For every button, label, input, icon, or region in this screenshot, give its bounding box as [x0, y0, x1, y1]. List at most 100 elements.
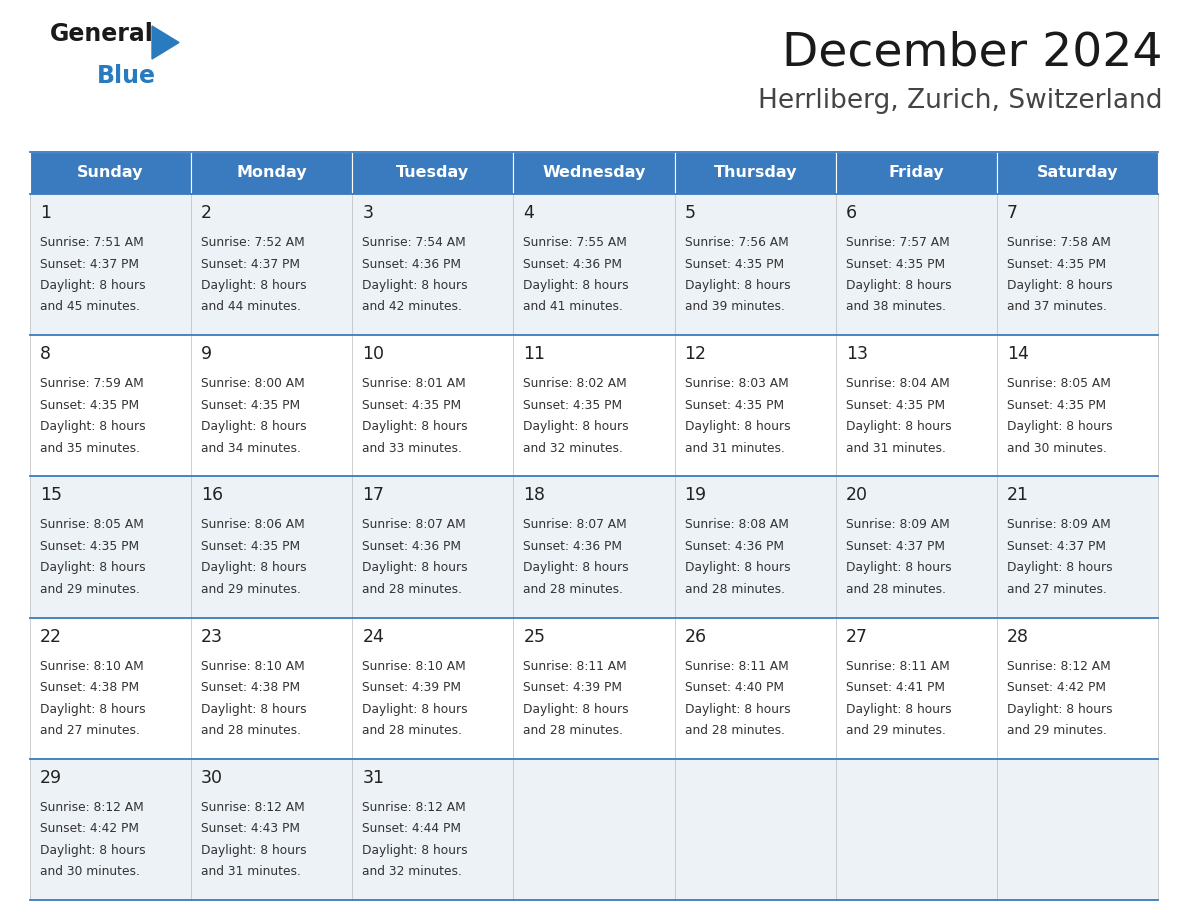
Text: Sunset: 4:35 PM: Sunset: 4:35 PM	[524, 398, 623, 411]
Text: Sunset: 4:35 PM: Sunset: 4:35 PM	[362, 398, 461, 411]
Text: Daylight: 8 hours: Daylight: 8 hours	[684, 279, 790, 292]
Text: Sunrise: 8:02 AM: Sunrise: 8:02 AM	[524, 377, 627, 390]
Text: 4: 4	[524, 204, 535, 222]
Text: Daylight: 8 hours: Daylight: 8 hours	[201, 844, 307, 856]
Text: Sunday: Sunday	[77, 165, 144, 181]
Text: 20: 20	[846, 487, 867, 504]
Text: and 28 minutes.: and 28 minutes.	[846, 583, 946, 596]
Text: Saturday: Saturday	[1037, 165, 1118, 181]
Text: Sunset: 4:35 PM: Sunset: 4:35 PM	[1007, 258, 1106, 271]
Text: Friday: Friday	[889, 165, 944, 181]
Text: Sunset: 4:41 PM: Sunset: 4:41 PM	[846, 681, 944, 694]
Polygon shape	[152, 26, 179, 59]
Text: Sunrise: 7:55 AM: Sunrise: 7:55 AM	[524, 236, 627, 249]
Text: Daylight: 8 hours: Daylight: 8 hours	[362, 702, 468, 716]
Bar	[30, 335, 1158, 476]
Text: and 28 minutes.: and 28 minutes.	[684, 724, 784, 737]
Text: Sunrise: 8:12 AM: Sunrise: 8:12 AM	[40, 800, 144, 813]
Bar	[997, 152, 1158, 194]
Text: Sunset: 4:37 PM: Sunset: 4:37 PM	[201, 258, 301, 271]
Text: Sunset: 4:35 PM: Sunset: 4:35 PM	[1007, 398, 1106, 411]
Text: Herrliberg, Zurich, Switzerland: Herrliberg, Zurich, Switzerland	[758, 88, 1163, 114]
Text: 11: 11	[524, 345, 545, 364]
Text: Thursday: Thursday	[713, 165, 797, 181]
Text: Daylight: 8 hours: Daylight: 8 hours	[846, 702, 952, 716]
Text: 21: 21	[1007, 487, 1029, 504]
Text: 25: 25	[524, 628, 545, 645]
Text: Wednesday: Wednesday	[542, 165, 646, 181]
Text: 6: 6	[846, 204, 857, 222]
Text: 26: 26	[684, 628, 707, 645]
Text: and 28 minutes.: and 28 minutes.	[524, 583, 624, 596]
Text: Sunset: 4:42 PM: Sunset: 4:42 PM	[40, 823, 139, 835]
Text: Daylight: 8 hours: Daylight: 8 hours	[1007, 279, 1112, 292]
Text: Daylight: 8 hours: Daylight: 8 hours	[846, 562, 952, 575]
Text: and 28 minutes.: and 28 minutes.	[201, 724, 301, 737]
Text: 31: 31	[362, 768, 384, 787]
Text: Sunrise: 8:11 AM: Sunrise: 8:11 AM	[846, 660, 949, 673]
Text: Sunrise: 8:12 AM: Sunrise: 8:12 AM	[201, 800, 305, 813]
Text: Daylight: 8 hours: Daylight: 8 hours	[40, 844, 146, 856]
Text: 16: 16	[201, 487, 223, 504]
Text: Daylight: 8 hours: Daylight: 8 hours	[201, 562, 307, 575]
Text: Sunrise: 8:01 AM: Sunrise: 8:01 AM	[362, 377, 466, 390]
Text: Sunset: 4:40 PM: Sunset: 4:40 PM	[684, 681, 784, 694]
Text: 13: 13	[846, 345, 867, 364]
Text: Sunrise: 7:56 AM: Sunrise: 7:56 AM	[684, 236, 789, 249]
Text: 15: 15	[40, 487, 62, 504]
Text: Sunrise: 8:07 AM: Sunrise: 8:07 AM	[524, 519, 627, 532]
Text: Daylight: 8 hours: Daylight: 8 hours	[362, 279, 468, 292]
Text: Daylight: 8 hours: Daylight: 8 hours	[684, 702, 790, 716]
Text: Sunset: 4:35 PM: Sunset: 4:35 PM	[201, 398, 301, 411]
Text: Sunset: 4:35 PM: Sunset: 4:35 PM	[846, 258, 944, 271]
Text: Sunset: 4:35 PM: Sunset: 4:35 PM	[684, 258, 784, 271]
Text: 23: 23	[201, 628, 223, 645]
Text: Daylight: 8 hours: Daylight: 8 hours	[362, 844, 468, 856]
Text: Sunrise: 7:51 AM: Sunrise: 7:51 AM	[40, 236, 144, 249]
Text: Sunrise: 8:10 AM: Sunrise: 8:10 AM	[40, 660, 144, 673]
Text: Sunrise: 8:08 AM: Sunrise: 8:08 AM	[684, 519, 789, 532]
Text: 27: 27	[846, 628, 867, 645]
Text: Daylight: 8 hours: Daylight: 8 hours	[40, 562, 146, 575]
Text: Sunset: 4:35 PM: Sunset: 4:35 PM	[40, 540, 139, 553]
Text: and 31 minutes.: and 31 minutes.	[846, 442, 946, 454]
Text: Sunset: 4:37 PM: Sunset: 4:37 PM	[1007, 540, 1106, 553]
Text: Sunrise: 8:04 AM: Sunrise: 8:04 AM	[846, 377, 949, 390]
Text: Daylight: 8 hours: Daylight: 8 hours	[1007, 702, 1112, 716]
Text: Sunset: 4:39 PM: Sunset: 4:39 PM	[362, 681, 461, 694]
Text: Sunset: 4:39 PM: Sunset: 4:39 PM	[524, 681, 623, 694]
Text: Sunrise: 7:57 AM: Sunrise: 7:57 AM	[846, 236, 949, 249]
Bar	[513, 152, 675, 194]
Text: and 35 minutes.: and 35 minutes.	[40, 442, 140, 454]
Text: 30: 30	[201, 768, 223, 787]
Text: Daylight: 8 hours: Daylight: 8 hours	[846, 420, 952, 433]
Text: and 31 minutes.: and 31 minutes.	[201, 866, 301, 879]
Text: Daylight: 8 hours: Daylight: 8 hours	[684, 562, 790, 575]
Text: Daylight: 8 hours: Daylight: 8 hours	[846, 279, 952, 292]
Bar	[30, 194, 1158, 335]
Text: Sunrise: 8:11 AM: Sunrise: 8:11 AM	[684, 660, 789, 673]
Text: Daylight: 8 hours: Daylight: 8 hours	[40, 279, 146, 292]
Text: and 29 minutes.: and 29 minutes.	[1007, 724, 1107, 737]
Text: and 29 minutes.: and 29 minutes.	[40, 583, 140, 596]
Text: and 41 minutes.: and 41 minutes.	[524, 300, 624, 314]
Text: Sunset: 4:36 PM: Sunset: 4:36 PM	[524, 540, 623, 553]
Text: Sunrise: 8:05 AM: Sunrise: 8:05 AM	[1007, 377, 1111, 390]
Text: Tuesday: Tuesday	[397, 165, 469, 181]
Text: Sunrise: 7:59 AM: Sunrise: 7:59 AM	[40, 377, 144, 390]
Text: Daylight: 8 hours: Daylight: 8 hours	[362, 562, 468, 575]
Text: Sunset: 4:42 PM: Sunset: 4:42 PM	[1007, 681, 1106, 694]
Text: and 27 minutes.: and 27 minutes.	[40, 724, 140, 737]
Text: General: General	[50, 22, 154, 46]
Text: and 30 minutes.: and 30 minutes.	[40, 866, 140, 879]
Text: Sunrise: 8:09 AM: Sunrise: 8:09 AM	[846, 519, 949, 532]
Text: 19: 19	[684, 487, 707, 504]
Text: 8: 8	[40, 345, 51, 364]
Text: 5: 5	[684, 204, 695, 222]
Text: Blue: Blue	[97, 64, 156, 88]
Text: Sunrise: 8:09 AM: Sunrise: 8:09 AM	[1007, 519, 1111, 532]
Text: and 34 minutes.: and 34 minutes.	[201, 442, 301, 454]
Text: Daylight: 8 hours: Daylight: 8 hours	[524, 562, 630, 575]
Text: and 29 minutes.: and 29 minutes.	[846, 724, 946, 737]
Text: Sunset: 4:35 PM: Sunset: 4:35 PM	[40, 398, 139, 411]
